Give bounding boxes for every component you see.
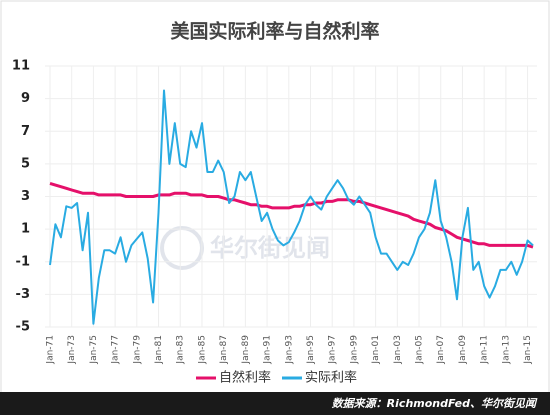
legend-label: 实际利率 bbox=[305, 370, 357, 386]
x-tick-label: Jan-07 bbox=[436, 335, 446, 365]
x-tick-label: Jan-03 bbox=[393, 335, 403, 365]
x-tick-label: Jan-95 bbox=[306, 335, 316, 365]
y-tick-label: 9 bbox=[21, 91, 30, 106]
series-line bbox=[49, 89, 534, 325]
x-tick-label: Jan-93 bbox=[284, 335, 294, 365]
x-tick-label: Jan-87 bbox=[219, 335, 229, 365]
x-tick-label: Jan-15 bbox=[523, 335, 533, 365]
y-tick-label: -3 bbox=[16, 287, 30, 302]
x-tick-label: Jan-97 bbox=[328, 335, 338, 365]
chart-title: 美国实际利率与自然利率 bbox=[170, 20, 379, 43]
watermark: 华尔街见闻 bbox=[210, 234, 330, 262]
x-tick-label: Jan-79 bbox=[132, 335, 142, 365]
x-tick-label: Jan-81 bbox=[154, 335, 164, 365]
x-tick-label: Jan-75 bbox=[89, 335, 99, 365]
y-tick-label: 11 bbox=[12, 59, 30, 74]
source: 数据来源：RichmondFed、华尔街见闻 bbox=[332, 397, 538, 410]
x-tick-label: Jan-05 bbox=[415, 335, 425, 365]
y-tick-label: -1 bbox=[16, 254, 30, 269]
y-tick-label: 3 bbox=[21, 189, 30, 204]
x-tick-label: Jan-01 bbox=[371, 335, 381, 365]
x-tick-label: Jan-85 bbox=[197, 335, 207, 365]
x-tick-label: Jan-91 bbox=[263, 335, 273, 365]
x-tick-label: Jan-99 bbox=[349, 335, 359, 365]
x-tick-label: Jan-73 bbox=[67, 335, 77, 365]
x-tick-label: Jan-71 bbox=[46, 335, 56, 365]
y-tick-label: 1 bbox=[21, 222, 30, 237]
y-tick-label: 5 bbox=[21, 156, 30, 171]
x-tick-label: Jan-13 bbox=[501, 335, 511, 365]
legend-label: 自然利率 bbox=[219, 370, 271, 386]
x-tick-label: Jan-11 bbox=[480, 335, 490, 365]
y-tick-label: -5 bbox=[16, 320, 30, 335]
x-tick-label: Jan-83 bbox=[176, 335, 186, 365]
source-bar bbox=[0, 392, 550, 415]
x-tick-label: Jan-09 bbox=[458, 335, 468, 365]
x-tick-label: Jan-77 bbox=[111, 335, 121, 365]
y-tick-label: 7 bbox=[21, 124, 30, 139]
x-tick-label: Jan-89 bbox=[241, 335, 251, 365]
series-line bbox=[49, 181, 534, 249]
